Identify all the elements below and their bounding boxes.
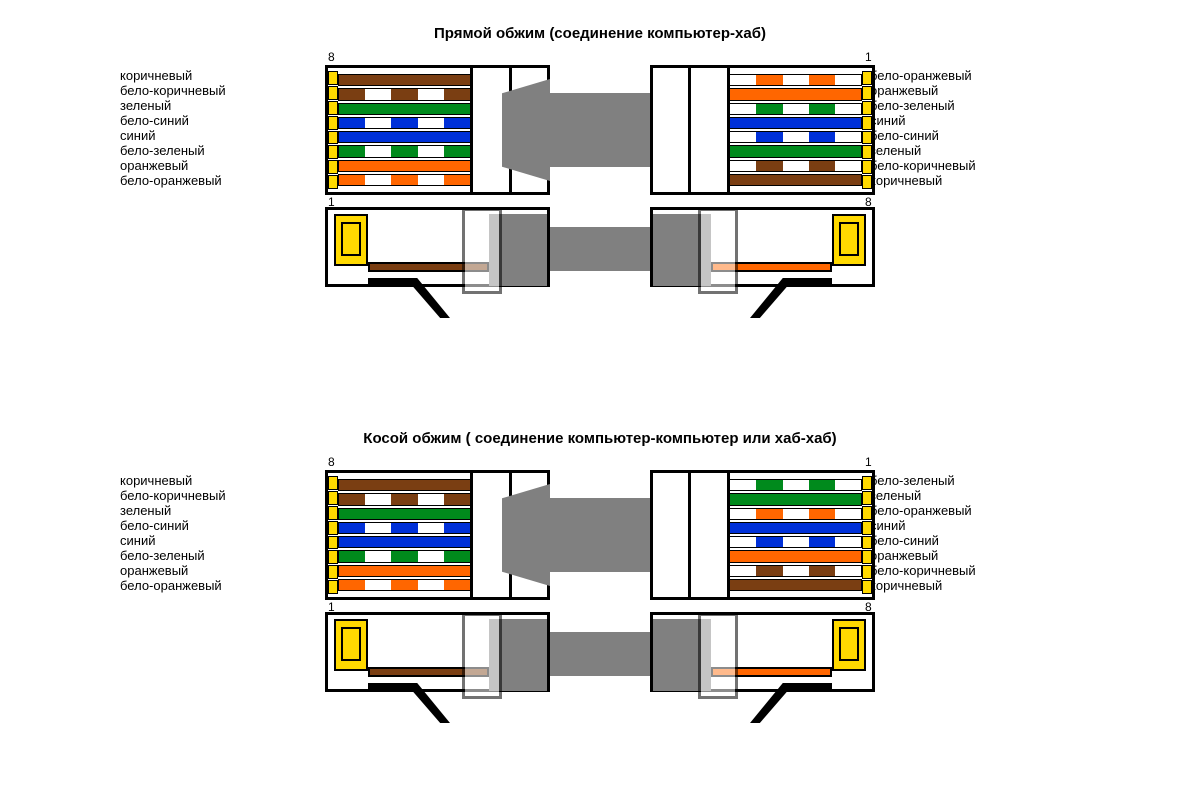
latch-clip [750,683,832,723]
cable [550,227,650,271]
wire-label: бело-зеленый [870,98,1070,113]
gold-contact-block [832,619,866,671]
connector-pair-side [325,205,875,320]
gold-contact-block [832,214,866,266]
wire-label: бело-коричневый [120,488,300,503]
wire-label: бело-коричневый [870,158,1070,173]
cable [550,498,650,572]
wire-label: бело-оранжевый [120,173,300,188]
wire-label: коричневый [120,473,300,488]
strain-relief [688,65,730,195]
wire-label: бело-синий [120,113,300,128]
gold-contacts [862,71,872,189]
wire-label: зеленый [120,98,300,113]
wire-label: бело-оранжевый [870,68,1070,83]
side-view-row [0,205,1200,320]
wire-label: оранжевый [120,158,300,173]
gold-contact-block [334,619,368,671]
strain-relief [698,208,738,294]
wire-label: зеленый [870,488,1070,503]
latch-clip [368,278,450,318]
strain-relief [688,470,730,600]
rj45-side-view-right [650,612,875,692]
cable [550,93,650,167]
wire-label: зеленый [120,503,300,518]
side-view-row [0,610,1200,725]
cable [550,632,650,676]
connector-pair-side [325,610,875,725]
strain-relief [698,613,738,699]
strain-relief [462,613,502,699]
latch-clip [368,683,450,723]
strain-relief [462,208,502,294]
wire-label: бело-синий [870,533,1070,548]
wire-labels-right: бело-оранжевыйоранжевыйбело-зеленыйсиний… [870,68,1070,188]
wire-label: бело-оранжевый [870,503,1070,518]
wire-label: синий [120,533,300,548]
wire-labels-left: коричневыйбело-коричневыйзеленыйбело-син… [120,68,300,188]
gold-contacts [862,476,872,594]
gold-contact-block [334,214,368,266]
latch-clip [750,278,832,318]
wire-label: коричневый [870,578,1070,593]
wire-label: зеленый [870,143,1070,158]
rj45-side-view-left [325,207,550,287]
wire-label: коричневый [870,173,1070,188]
wire-label: оранжевый [120,563,300,578]
wire-label: бело-синий [870,128,1070,143]
wire-label: оранжевый [870,548,1070,563]
section-cross: Косой обжим ( соединение компьютер-компь… [0,430,1200,725]
wire-label: синий [870,113,1070,128]
rj45-top-view-right [650,470,875,600]
wire-labels-right: бело-зеленыйзеленыйбело-оранжевыйсинийбе… [870,473,1070,593]
section-straight: Прямой обжим (соединение компьютер-хаб) к… [0,25,1200,320]
wire-label: бело-оранжевый [120,578,300,593]
section-title: Косой обжим ( соединение компьютер-компь… [0,430,1200,447]
wire-label: бело-коричневый [120,83,300,98]
gold-contacts [328,476,338,594]
wire-label: бело-зеленый [120,143,300,158]
rj45-top-view-right [650,65,875,195]
wire-label: синий [120,128,300,143]
wire-label: коричневый [120,68,300,83]
section-title: Прямой обжим (соединение компьютер-хаб) [0,25,1200,42]
top-view-row: коричневыйбело-коричневыйзеленыйбело-син… [0,455,1200,610]
top-view-row: коричневыйбело-коричневыйзеленыйбело-син… [0,50,1200,205]
wire-labels-left: коричневыйбело-коричневыйзеленыйбело-син… [120,473,300,593]
connector-pair-top [325,460,875,610]
wire-label: бело-зеленый [870,473,1070,488]
wire-label: бело-синий [120,518,300,533]
wire-label: бело-коричневый [870,563,1070,578]
rj45-side-view-right [650,207,875,287]
wire-label: оранжевый [870,83,1070,98]
connector-pair-top [325,55,875,205]
gold-contacts [328,71,338,189]
wire-label: синий [870,518,1070,533]
rj45-side-view-left [325,612,550,692]
wire-label: бело-зеленый [120,548,300,563]
